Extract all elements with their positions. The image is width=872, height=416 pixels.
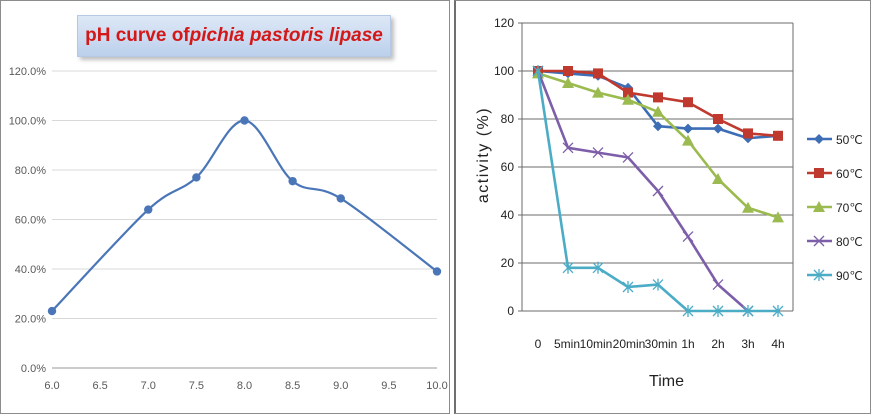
legend-swatch-marker <box>813 269 825 281</box>
thermo-series-80-point <box>652 185 664 197</box>
thermo-series-70-point <box>772 211 784 223</box>
ph-chart-title: pH curve of pichia pastoris lipase <box>77 15 391 57</box>
legend-swatch-marker <box>813 201 825 212</box>
ph-y-tick-label: 20.0% <box>15 314 46 326</box>
ph-x-tick-label: 6.0 <box>44 380 59 392</box>
legend-label: 60℃ <box>836 167 863 181</box>
thermo-series-70-point <box>712 173 724 184</box>
ph-x-tick-label: 9.0 <box>333 380 348 392</box>
thermo-series-60-point <box>563 66 573 76</box>
thermo-series-80-line <box>536 70 749 312</box>
thermo-x-tick-label: 10min <box>580 337 613 351</box>
thermo-series-90-point <box>712 305 724 317</box>
thermo-series-80-point <box>682 231 694 243</box>
ph-chart-title-italic: pichia pastoris lipase <box>189 25 383 46</box>
thermo-x-tick-label: 1h <box>681 337 694 351</box>
ph-x-tick-label: 7.0 <box>141 380 156 392</box>
thermo-series-90-point <box>772 305 784 317</box>
thermo-y-tick-label: 20 <box>501 256 515 270</box>
thermo-series-90-point <box>682 305 694 317</box>
ph-x-tick-label: 8.5 <box>285 380 300 392</box>
thermo-series-80-point <box>562 142 574 154</box>
ph-data-point <box>288 176 297 186</box>
thermo-x-tick-label: 3h <box>741 337 754 351</box>
thermo-series-70-point <box>682 134 694 146</box>
thermo-series-60-point <box>743 128 753 139</box>
ph-x-tick-label: 8.0 <box>237 380 252 392</box>
ph-y-tick-label: 100.0% <box>9 116 47 128</box>
thermo-series-90-point <box>742 305 754 317</box>
thermo-y-axis-title: activity (%) <box>475 107 492 203</box>
thermo-x-tick-label: 2h <box>711 337 724 351</box>
ph-y-tick-label: 60.0% <box>15 215 46 227</box>
legend-label: 70℃ <box>836 201 863 215</box>
thermo-series-90-point <box>562 261 574 274</box>
ph-y-tick-label: 0.0% <box>21 363 46 375</box>
thermo-series-80-point <box>592 147 604 159</box>
thermo-series-70-point <box>562 77 574 88</box>
thermo-series-50-point <box>683 123 693 134</box>
legend-label: 80℃ <box>836 235 863 249</box>
thermo-series-80-point <box>622 151 634 163</box>
thermo-series-50-point <box>653 121 663 132</box>
ph-data-point <box>47 306 57 316</box>
thermo-series-60-point <box>713 114 723 124</box>
thermo-series-90-point <box>592 261 604 274</box>
thermo-series-60-point <box>593 68 603 79</box>
ph-data-point <box>240 116 249 125</box>
thermo-series-80-point <box>712 279 724 291</box>
ph-chart-panel: pH curve of pichia pastoris lipase 0.0% 2… <box>0 0 450 414</box>
thermo-series-60-point <box>623 87 633 98</box>
thermo-y-tick-label: 60 <box>501 160 515 174</box>
thermo-x-tick-label: 0 <box>535 337 542 351</box>
legend-swatch-marker <box>813 235 825 247</box>
thermo-y-tick-label: 120 <box>494 16 514 30</box>
ph-x-tick-label: 10.0 <box>426 380 447 392</box>
ph-data-point <box>144 205 153 214</box>
thermo-x-tick-label: 20min <box>613 337 646 351</box>
thermo-chart-panel: 0 20 40 60 80 100 120 0 5min 10min 20min 30min 1h 2h 3… <box>454 0 871 414</box>
thermo-series-90-point <box>532 65 544 77</box>
ph-y-tick-label: 40.0% <box>15 264 46 276</box>
thermo-chart-svg: 0 20 40 60 80 100 120 0 5min 10min 20min 30min 1h 2h 3… <box>475 16 863 390</box>
thermo-series-60-point <box>773 130 783 141</box>
thermo-series-50-point <box>713 123 723 134</box>
thermo-x-axis-title: Time <box>649 373 684 390</box>
thermo-series-60-point <box>683 97 693 108</box>
thermo-y-tick-label: 0 <box>507 304 514 318</box>
thermo-y-tick-label: 40 <box>501 208 515 222</box>
thermo-series-70-point <box>742 201 754 213</box>
ph-x-tick-label: 9.5 <box>381 380 396 392</box>
thermo-x-tick-label: 30min <box>645 337 678 351</box>
thermo-series-70-point <box>592 86 604 98</box>
thermo-series-90-point <box>652 278 664 291</box>
thermo-series-70-point <box>622 93 634 105</box>
ph-series-line <box>51 119 438 312</box>
ph-y-tick-label: 120.0% <box>9 66 47 78</box>
ph-chart-svg: 0.0% 20.0% 40.0% 60.0% 80.0% 100.0% 120.0% 6.0 6… <box>9 66 448 392</box>
ph-data-point <box>192 173 201 182</box>
thermo-y-tick-label: 100 <box>494 64 514 78</box>
legend-swatch-marker <box>814 168 824 178</box>
thermo-series-90-point <box>622 281 634 293</box>
ph-x-tick-label: 7.5 <box>189 380 204 392</box>
thermo-x-tick-label: 4h <box>771 337 784 351</box>
ph-data-point <box>432 267 442 276</box>
thermo-series-70-point <box>652 105 664 117</box>
thermo-x-tick-label: 5min <box>554 337 580 351</box>
legend-label: 50℃ <box>836 133 863 147</box>
ph-data-point <box>336 194 345 203</box>
ph-x-tick-label: 6.5 <box>92 380 107 392</box>
legend-swatch-marker <box>814 134 824 144</box>
thermo-y-tick-label: 80 <box>501 112 515 126</box>
ph-y-tick-label: 80.0% <box>15 165 46 177</box>
thermo-series-60-point <box>653 92 663 103</box>
ph-chart-title-prefix: pH curve of <box>85 25 190 46</box>
legend-label: 90℃ <box>836 269 863 283</box>
